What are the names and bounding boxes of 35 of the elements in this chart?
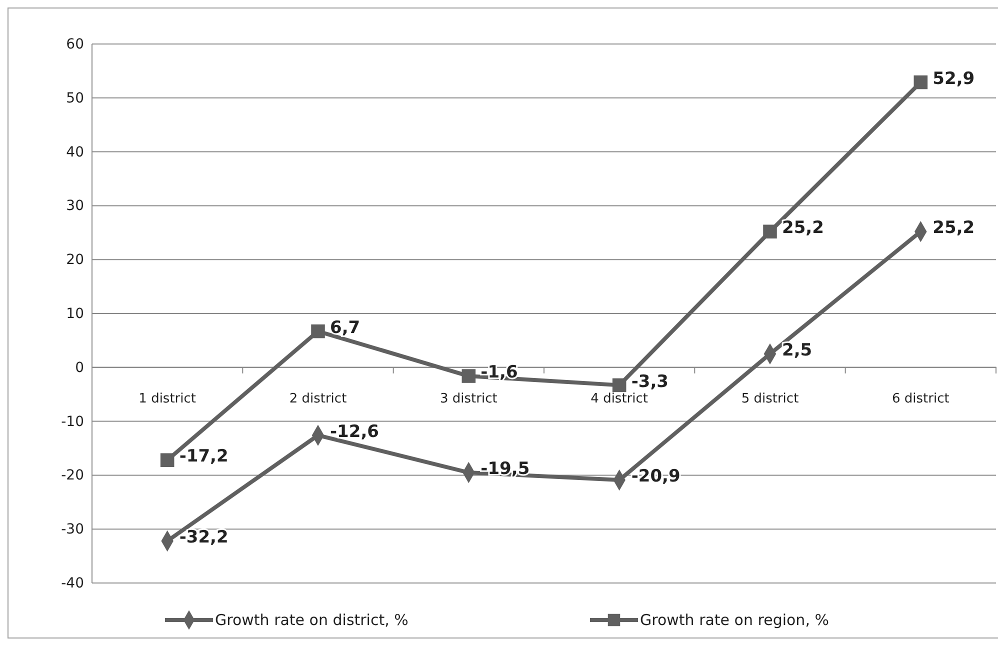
data-label: -3,3 [631, 372, 669, 392]
legend-label: Growth rate on district, % [215, 611, 408, 629]
y-tick-label: -20 [61, 468, 84, 484]
point [763, 224, 777, 238]
data-label: -17,2 [179, 446, 228, 467]
data-label: 2,5 [782, 340, 812, 361]
y-tick-label: 40 [66, 144, 84, 160]
y-tick-label: 60 [66, 36, 84, 52]
y-tick-label: -30 [61, 522, 84, 538]
point [462, 369, 476, 383]
point [914, 75, 928, 90]
data-label: 52,9 [932, 68, 975, 89]
legend-label: Growth rate on region, % [640, 611, 829, 629]
y-tick-label: -40 [61, 575, 84, 592]
y-tick-label: -10 [61, 414, 84, 430]
point [311, 324, 325, 338]
data-label: 25,2 [932, 218, 975, 238]
y-tick-label: 0 [75, 360, 84, 376]
x-tick-label: 1 district [138, 392, 196, 407]
data-label: -32,2 [179, 528, 228, 548]
x-tick-label: 4 district [590, 392, 648, 407]
x-tick-label: 3 district [440, 392, 498, 407]
y-tick-label: 30 [66, 198, 84, 214]
x-tick-label: 2 district [289, 392, 347, 407]
y-tick-label: 20 [66, 252, 84, 268]
point [612, 378, 626, 392]
point [160, 453, 174, 467]
x-tick-label: 5 district [741, 392, 799, 407]
data-label: 25,2 [782, 218, 824, 238]
y-tick-label: 10 [66, 306, 84, 322]
y-tick-label: 50 [66, 90, 84, 106]
data-label: 6,7 [330, 318, 360, 338]
x-tick-label: 6 district [892, 392, 950, 407]
data-label: -12,6 [330, 422, 379, 442]
data-label: -20,9 [631, 466, 680, 487]
